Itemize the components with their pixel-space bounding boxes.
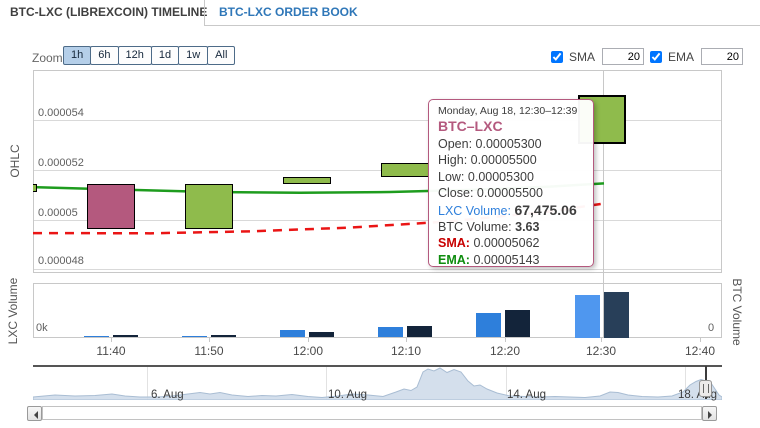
- sma-checkbox[interactable]: [551, 50, 563, 63]
- tab-timeline[interactable]: BTC-LXC (LIBREXCOIN) TIMELINE: [10, 5, 208, 19]
- scrollbar-right-arrow-button[interactable]: [702, 406, 717, 421]
- scrollbar-track[interactable]: [42, 406, 702, 420]
- navigator-date-label: 6. Aug: [151, 389, 184, 401]
- x-axis-tickmark: [700, 338, 701, 342]
- btc-volume-bar[interactable]: [407, 326, 433, 338]
- btc-volume-axis-title: BTC Volume: [730, 278, 744, 346]
- tooltip-date: Monday, Aug 18, 12:30–12:39: [438, 105, 578, 117]
- x-axis-label: 12:10: [390, 344, 422, 358]
- tooltip-row-high: High: 0.00005500: [438, 153, 537, 168]
- lxc-volume-bar[interactable]: [182, 335, 208, 338]
- zoom-button-1w[interactable]: 1w: [178, 46, 209, 65]
- right-arrow-icon: [708, 410, 716, 419]
- tab-bar-border: [204, 25, 760, 26]
- ema-checkbox[interactable]: [650, 50, 662, 63]
- tooltip-row-btc-volume: BTC Volume: 3.63: [438, 220, 540, 235]
- x-axis-tickmark: [601, 338, 602, 342]
- x-axis-tickmark: [209, 338, 210, 342]
- gridline: [34, 269, 721, 270]
- zoom-button-1h[interactable]: 1h: [63, 46, 92, 65]
- zoom-button-6h[interactable]: 6h: [90, 46, 119, 65]
- chart-tooltip: Monday, Aug 18, 12:30–12:39 BTC–LXC Open…: [428, 99, 594, 267]
- sma-label: SMA: [569, 49, 596, 64]
- candle[interactable]: [381, 162, 430, 177]
- x-axis-label: 12:00: [292, 344, 324, 358]
- navigator-gridline: [326, 367, 327, 400]
- tab-order-book[interactable]: BTC-LXC ORDER BOOK: [219, 5, 358, 19]
- tooltip-series-name: BTC–LXC: [438, 118, 503, 134]
- zoom-button-1d[interactable]: 1d: [150, 46, 180, 65]
- btc-volume-bar[interactable]: [113, 335, 138, 338]
- candle[interactable]: [185, 184, 234, 229]
- crosshair-line: [603, 70, 604, 338]
- candle[interactable]: [87, 184, 135, 229]
- x-axis-label: 11:40: [96, 344, 126, 358]
- lxc-volume-bar[interactable]: [476, 312, 502, 338]
- x-axis-label: 12:30: [585, 344, 617, 358]
- lxc-volume-bar[interactable]: [378, 327, 404, 338]
- lxc-volume-axis-title: LXC Volume: [6, 277, 20, 345]
- candle[interactable]: [283, 176, 332, 185]
- tooltip-row-ema: EMA: 0.00005143: [438, 252, 540, 267]
- scrollbar-left-arrow-button[interactable]: [27, 406, 42, 421]
- navigator-date-label: 10. Aug: [328, 389, 368, 401]
- handle-grip-icon: [703, 384, 709, 393]
- zoom-button-12h[interactable]: 12h: [117, 46, 152, 65]
- lxc-volume-bar[interactable]: [84, 335, 109, 338]
- tooltip-row-low: Low: 0.00005300: [438, 169, 534, 184]
- left-arrow-icon: [30, 410, 38, 419]
- volume-pane: [33, 283, 722, 338]
- x-axis-tickmark: [111, 338, 112, 342]
- btc-volume-bar[interactable]: [309, 332, 335, 338]
- navigator-resize-handle[interactable]: [699, 380, 712, 397]
- tooltip-row-lxc-volume: LXC Volume: 67,475.06: [438, 201, 577, 218]
- navigator-top-border: [33, 365, 722, 367]
- zoom-range-selector: 1h 6h 12h 1d 1w All: [63, 46, 236, 65]
- tooltip-row-sma: SMA: 0.00005062: [438, 236, 540, 251]
- ema-control: EMA: [650, 48, 744, 65]
- navigator-gridline: [506, 367, 507, 400]
- lxc-volume-zero-label: 0k: [36, 322, 48, 334]
- btc-volume-bar[interactable]: [603, 291, 629, 338]
- ema-period-input[interactable]: [701, 48, 744, 65]
- x-axis-tickmark: [308, 338, 309, 342]
- x-axis-tickmark: [406, 338, 407, 342]
- sma-period-input[interactable]: [602, 48, 645, 65]
- y-axis-tick: 0.000048: [38, 255, 84, 267]
- gridline: [34, 170, 721, 171]
- lxc-volume-bar[interactable]: [280, 330, 306, 338]
- tab-separator: [204, 0, 205, 26]
- navigator-area-chart[interactable]: [33, 366, 722, 400]
- ohlc-pane: 0.000054 0.000052 0.00005 0.000048: [33, 70, 722, 273]
- candles-layer: [33, 70, 722, 273]
- y-axis-tick: 0.000052: [38, 157, 84, 169]
- tooltip-row-open: Open: 0.00005300: [438, 137, 542, 151]
- btc-volume-bar[interactable]: [505, 309, 531, 338]
- candle[interactable]: [33, 184, 37, 192]
- y-axis-tick: 0.00005: [38, 207, 78, 219]
- x-axis-label: 12:20: [489, 344, 521, 358]
- ema-label: EMA: [668, 49, 695, 64]
- navigator-date-label: 14. Aug: [507, 389, 547, 401]
- zoom-button-all[interactable]: All: [207, 46, 236, 65]
- btc-volume-zero-label: 0: [708, 322, 715, 334]
- navigator-series: [33, 367, 722, 400]
- tooltip-row-close: Close: 0.00005500: [438, 186, 543, 201]
- lxc-volume-bar[interactable]: [574, 294, 600, 338]
- gridline: [34, 120, 721, 121]
- volume-bars-layer: [33, 283, 722, 338]
- sma-control: SMA: [551, 48, 645, 65]
- ohlc-axis-title: OHLC: [8, 144, 22, 178]
- x-axis-label: 12:40: [684, 344, 716, 358]
- y-axis-tick: 0.000054: [38, 107, 84, 119]
- zoom-label: Zoom: [32, 51, 63, 65]
- x-axis-tickmark: [505, 338, 506, 342]
- btc-volume-bar[interactable]: [211, 335, 237, 338]
- navigator-gridline: [685, 367, 686, 400]
- navigator-gridline: [147, 367, 148, 400]
- gridline: [34, 220, 721, 221]
- x-axis-label: 11:50: [194, 344, 224, 358]
